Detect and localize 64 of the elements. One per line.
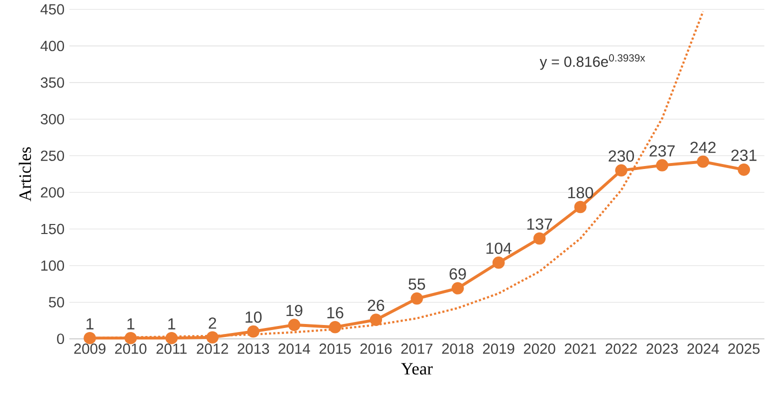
point bbox=[247, 325, 260, 338]
x-tick-label: 2016 bbox=[360, 343, 392, 354]
point bbox=[370, 314, 382, 326]
x-tick-label: 2020 bbox=[524, 343, 556, 354]
x-tick-label: 2010 bbox=[115, 343, 146, 354]
data-label: 1 bbox=[127, 318, 134, 330]
point bbox=[84, 332, 96, 344]
data-label: 10 bbox=[246, 311, 262, 323]
y-tick-label: 300 bbox=[40, 114, 64, 124]
x-tick-label: 2019 bbox=[483, 343, 514, 354]
point bbox=[492, 256, 505, 269]
data-label: 137 bbox=[527, 218, 552, 230]
point bbox=[165, 332, 178, 344]
data-label: 2 bbox=[208, 317, 216, 329]
y-tick-label: 150 bbox=[41, 224, 64, 234]
point bbox=[574, 200, 587, 214]
x-tick-label: 2024 bbox=[687, 343, 719, 354]
data-label: 1 bbox=[86, 318, 94, 330]
point bbox=[615, 164, 628, 176]
y-tick-label: 50 bbox=[48, 296, 64, 308]
point bbox=[410, 292, 423, 305]
annotation: y = 0.816e$^{0.3939x}$ bbox=[540, 54, 646, 70]
data-label: 231 bbox=[731, 150, 756, 161]
y-tick-label: 450 bbox=[40, 4, 64, 14]
x-tick-label: 2025 bbox=[728, 343, 760, 354]
data-label: 69 bbox=[450, 268, 466, 280]
point bbox=[288, 318, 300, 331]
data-label: 55 bbox=[408, 278, 426, 290]
x-tick-label: 2014 bbox=[278, 343, 310, 354]
x-tick-label: 2018 bbox=[442, 343, 474, 354]
point bbox=[206, 331, 219, 344]
data-label: 26 bbox=[368, 300, 384, 311]
x-tick-label: 2012 bbox=[196, 343, 228, 354]
point bbox=[533, 232, 546, 245]
data-label: 230 bbox=[608, 150, 634, 162]
point bbox=[452, 282, 464, 294]
data-label: 104 bbox=[486, 242, 512, 254]
x-tick-label: 2009 bbox=[74, 343, 106, 354]
x-tick-label: 2013 bbox=[238, 343, 269, 354]
x-tick-label: 2021 bbox=[564, 343, 596, 354]
x-tick-label: 2017 bbox=[401, 343, 432, 354]
y-tick-label: 0 bbox=[57, 334, 64, 344]
data-label: 180 bbox=[568, 186, 594, 198]
data-label: 242 bbox=[690, 142, 716, 153]
point bbox=[738, 163, 750, 176]
y-tick-label: 200 bbox=[40, 187, 64, 198]
x-tick-label: 2011 bbox=[156, 343, 187, 354]
y-tick-label: 350 bbox=[40, 77, 64, 88]
x-tick-label: 2022 bbox=[606, 343, 637, 354]
x-axis-title: Year bbox=[401, 362, 433, 375]
y-tick-label: 250 bbox=[40, 150, 64, 161]
point bbox=[328, 320, 342, 334]
y-tick-label: 100 bbox=[41, 260, 64, 271]
data-label: 19 bbox=[286, 304, 302, 316]
point bbox=[124, 332, 137, 344]
y-axis-title: Articles bbox=[18, 147, 32, 202]
point bbox=[696, 155, 710, 168]
y-tick-label: 400 bbox=[40, 40, 64, 52]
data-label: 1 bbox=[168, 318, 176, 330]
x-tick-label: 2023 bbox=[646, 343, 678, 354]
data-label: 237 bbox=[650, 145, 675, 156]
data-label: 16 bbox=[327, 306, 344, 318]
point bbox=[656, 159, 668, 172]
x-tick-label: 2015 bbox=[320, 343, 351, 354]
